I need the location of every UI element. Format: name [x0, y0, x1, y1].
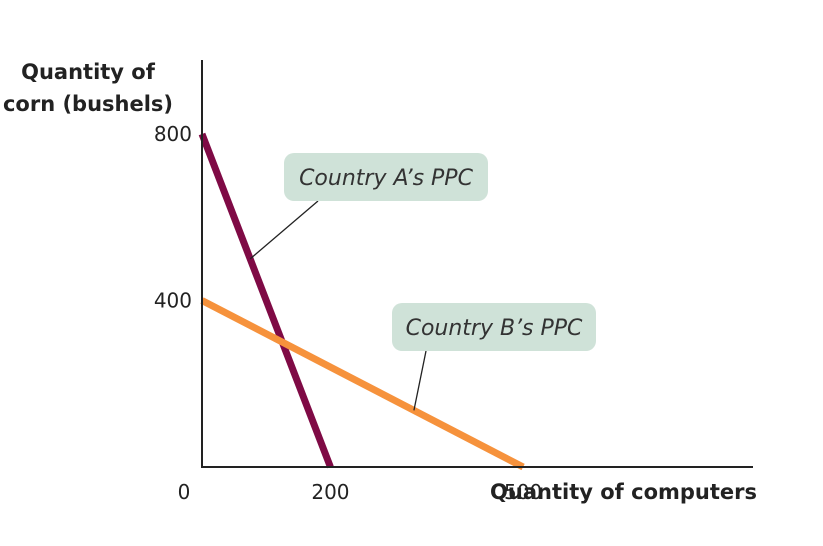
callout-label: Country B’s PPC	[406, 316, 583, 341]
series-line-country-a	[198, 132, 334, 469]
origin-label: 0	[178, 480, 191, 504]
callout-label: Country A’s PPC	[299, 166, 474, 191]
y-tick-label: 800	[154, 122, 192, 146]
series-line-country-b	[200, 297, 525, 471]
callout-box	[392, 303, 596, 351]
x-axis-title: Quantity of computers	[490, 480, 757, 504]
x-tick-label: 200	[311, 480, 349, 504]
x-tick-label: 500	[504, 480, 542, 504]
y-axis-title-line-2: corn (bushels)	[3, 92, 173, 116]
callout-box	[284, 153, 488, 201]
y-tick-label: 400	[154, 289, 192, 313]
y-axis-title-line-1: Quantity of	[21, 60, 156, 84]
callout-leader-line	[413, 350, 427, 411]
callout-leader-line	[249, 200, 319, 260]
